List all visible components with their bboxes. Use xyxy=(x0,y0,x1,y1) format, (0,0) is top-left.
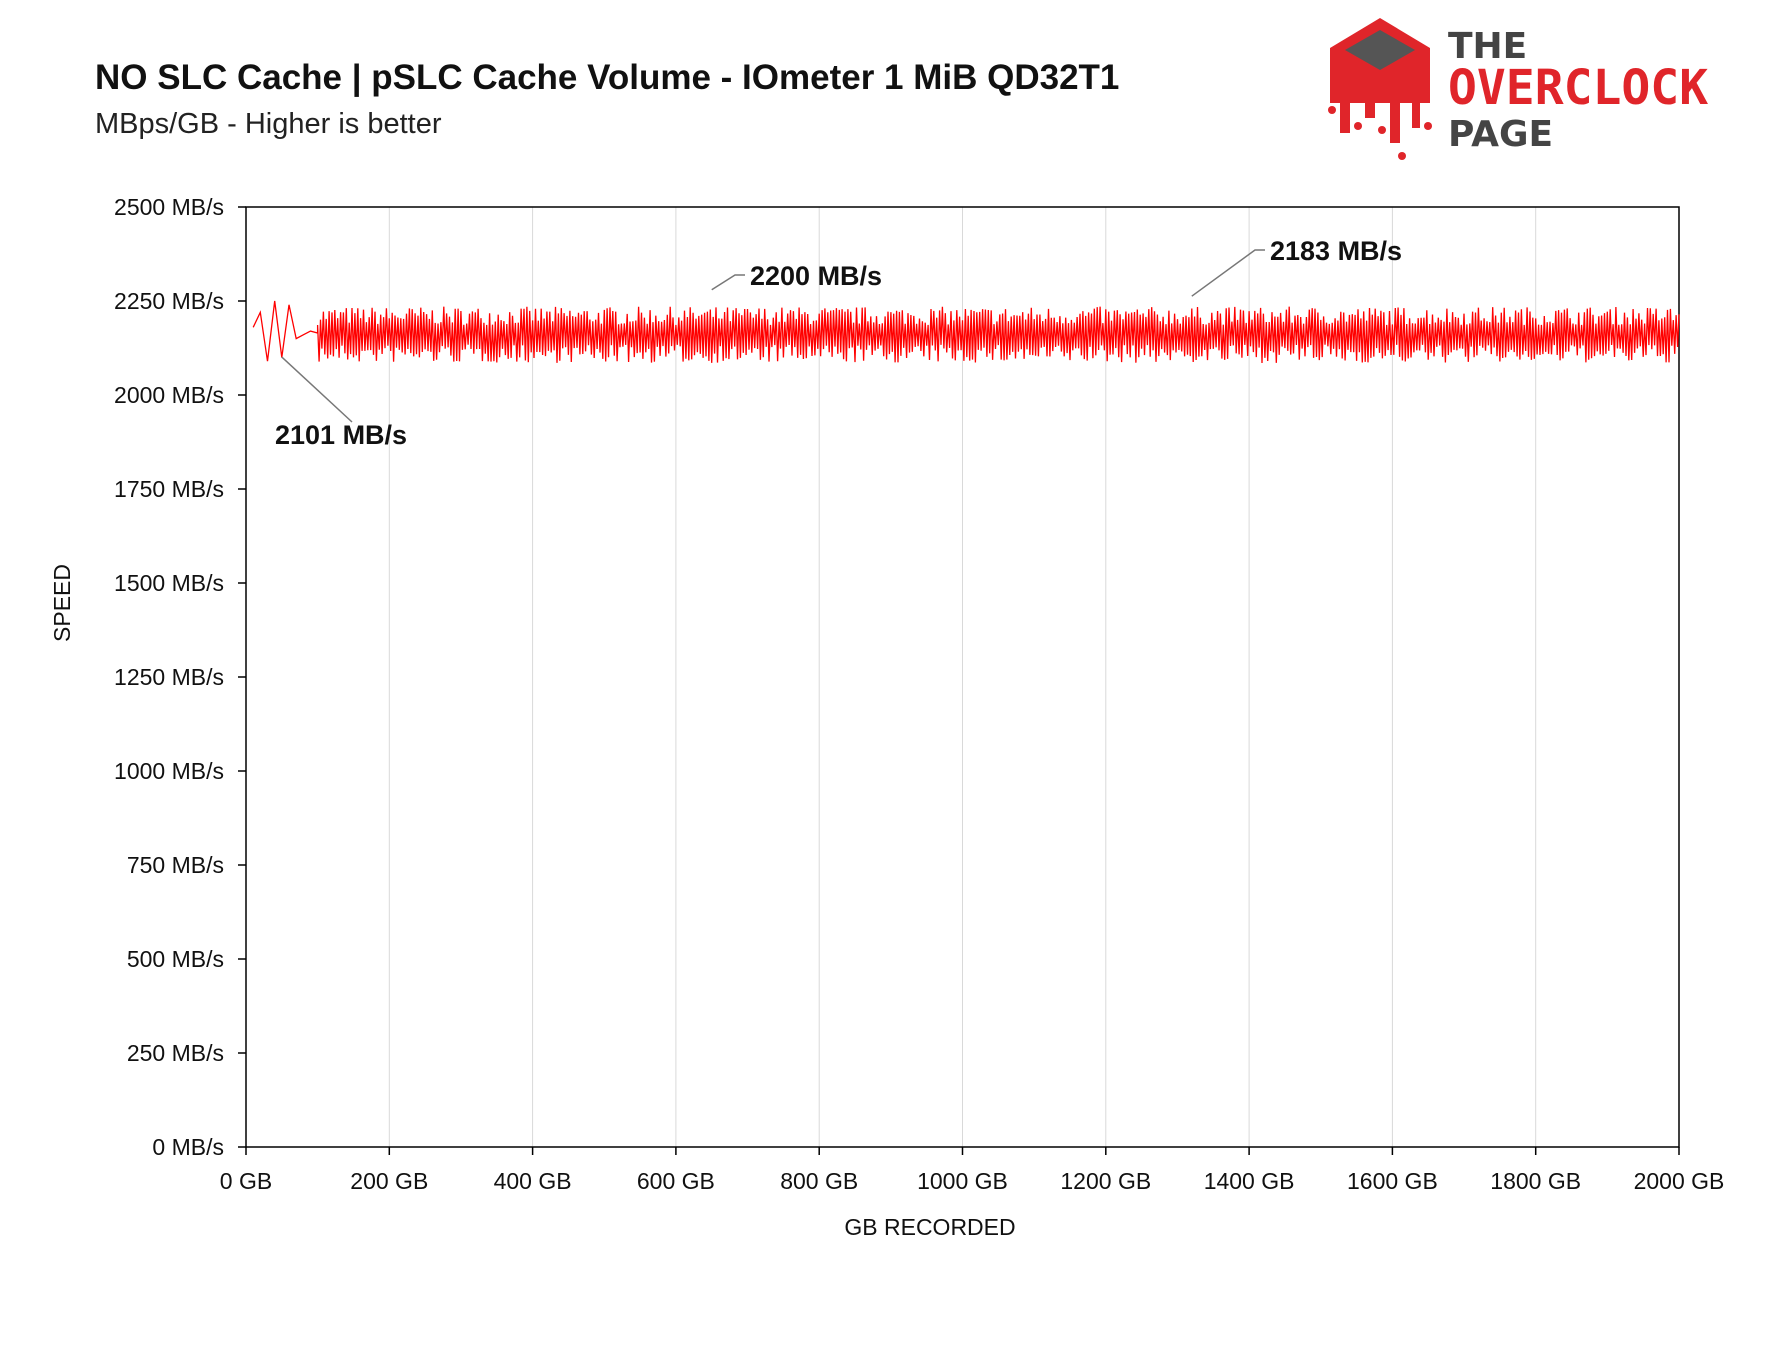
x-tick-label: 800 GB xyxy=(780,1168,858,1194)
logo-text-the: THE xyxy=(1448,26,1527,67)
logo-text-page: PAGE xyxy=(1448,114,1553,155)
y-tick-label: 2250 MB/s xyxy=(114,288,224,314)
y-tick-label: 500 MB/s xyxy=(127,946,224,972)
x-tick-label: 1600 GB xyxy=(1347,1168,1438,1194)
y-tick-label: 1500 MB/s xyxy=(114,570,224,596)
annotation-label: 2101 MB/s xyxy=(275,420,407,450)
annotation-leader-line xyxy=(281,356,353,423)
x-tick-label: 200 GB xyxy=(350,1168,428,1194)
annotation-leader-line xyxy=(711,274,745,291)
x-tick-label: 400 GB xyxy=(494,1168,572,1194)
x-tick-label: 0 GB xyxy=(220,1168,272,1194)
x-tick-label: 600 GB xyxy=(637,1168,715,1194)
site-logo: THE OVERCLOCK PAGE xyxy=(1328,18,1708,160)
speed-series-line xyxy=(252,300,1680,364)
y-axis-title: SPEED xyxy=(49,564,75,642)
y-tick-label: 250 MB/s xyxy=(127,1040,224,1066)
y-tick-label: 1000 MB/s xyxy=(114,758,224,784)
y-tick-label: 0 MB/s xyxy=(152,1134,224,1160)
x-tick-label: 2000 GB xyxy=(1634,1168,1725,1194)
y-tick-label: 1750 MB/s xyxy=(114,476,224,502)
x-axis-title: GB RECORDED xyxy=(844,1214,1015,1240)
logo-text-overclock: OVERCLOCK xyxy=(1448,60,1708,116)
y-tick-label: 750 MB/s xyxy=(127,852,224,878)
y-tick-label: 1250 MB/s xyxy=(114,664,224,690)
x-tick-label: 1000 GB xyxy=(917,1168,1008,1194)
chart-title: NO SLC Cache | pSLC Cache Volume - IOmet… xyxy=(95,58,1120,97)
annotation-label: 2200 MB/s xyxy=(750,261,882,291)
melting-chip-icon xyxy=(1328,18,1432,160)
y-tick-label: 2500 MB/s xyxy=(114,194,224,220)
chart-subtitle: MBps/GB - Higher is better xyxy=(95,108,442,140)
x-tick-label: 1400 GB xyxy=(1204,1168,1295,1194)
y-tick-label: 2000 MB/s xyxy=(114,382,224,408)
x-tick-label: 1800 GB xyxy=(1490,1168,1581,1194)
annotation-label: 2183 MB/s xyxy=(1270,236,1402,266)
annotation-leader-line xyxy=(1191,249,1265,297)
x-tick-label: 1200 GB xyxy=(1060,1168,1151,1194)
